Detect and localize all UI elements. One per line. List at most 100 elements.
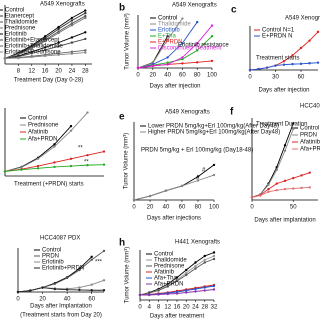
data-point [84, 49, 87, 52]
data-point [53, 161, 56, 164]
x-tick-label: 0 [136, 73, 140, 79]
annotation: Treatment Duration [256, 122, 307, 128]
data-point [84, 37, 87, 41]
data-point [212, 163, 216, 167]
data-point [212, 257, 216, 261]
legend-label: Control [5, 8, 24, 14]
data-point [308, 171, 311, 174]
data-point [102, 289, 106, 292]
chart-title: HCC4087 PDX [300, 104, 320, 110]
data-point [29, 289, 32, 292]
annotation: Treatment (+PRDN) starts [14, 182, 84, 188]
data-point [70, 19, 74, 22]
legend-label: Thalidomide [5, 20, 38, 26]
legend-label: Prednisone [5, 26, 36, 32]
data-point [265, 66, 269, 69]
data-point [20, 166, 23, 169]
x-tick-label: 8 [157, 305, 161, 311]
data-point [57, 27, 60, 31]
data-point [53, 287, 57, 291]
data-point [157, 293, 160, 296]
x-tick-label: 20 [55, 69, 62, 75]
data-point [148, 293, 151, 297]
x-tick-label: 0 [138, 305, 142, 311]
legend-label: PRDN [300, 133, 317, 139]
data-point [53, 145, 56, 148]
data-point [275, 188, 278, 192]
data-point [57, 31, 60, 35]
data-point [316, 61, 320, 64]
data-point [275, 168, 278, 172]
data-point [181, 56, 184, 59]
data-point [175, 279, 179, 283]
data-point [84, 11, 87, 15]
annotation: ** [78, 146, 83, 152]
legend-label: Erlotinib [158, 28, 180, 34]
x-tick-label: 20 [147, 205, 154, 211]
data-point [36, 164, 40, 168]
data-point [69, 124, 73, 128]
data-point [70, 41, 74, 44]
data-point [86, 163, 89, 167]
annotation: Treatment starts [256, 56, 299, 62]
data-point [41, 286, 44, 289]
data-point [181, 17, 184, 20]
data-point [166, 38, 169, 41]
data-point [36, 167, 40, 170]
x-axis-label: Treatment Day (Day 0-28) [14, 78, 83, 84]
data-point [248, 68, 252, 72]
data-point [196, 20, 199, 24]
data-point [308, 186, 311, 189]
x-axis-label: Days after injection [258, 88, 309, 94]
data-point [212, 251, 216, 254]
x-tick-label: 16 [174, 305, 181, 311]
data-point [292, 127, 295, 131]
legend-label: Afa+PRDN [300, 147, 320, 153]
annotation: PRDN 5mg/kg + Erl 100mg/kg (Day18-48) [141, 148, 253, 154]
data-point [203, 286, 206, 289]
data-point [3, 170, 7, 173]
data-point [90, 283, 93, 286]
data-point [164, 189, 168, 192]
x-tick-label: 12 [28, 69, 35, 75]
data-point [250, 196, 254, 199]
data-point [86, 153, 89, 157]
data-point [210, 35, 214, 38]
data-point [90, 289, 93, 292]
legend-label: Control N=1 [262, 28, 295, 34]
data-point [292, 176, 295, 180]
panel-letter: e [119, 112, 125, 123]
legend-label: E+Tha [158, 34, 177, 40]
data-point [43, 54, 47, 58]
series-line [137, 25, 213, 69]
data-point [291, 54, 294, 57]
legend-label: PRDN [42, 254, 59, 260]
x-tick-label: 0 [132, 205, 136, 211]
data-point [300, 174, 303, 177]
data-point [30, 55, 33, 59]
legend-label: Erlotinib+Prednisone [5, 50, 61, 56]
data-point [212, 173, 216, 177]
chart-title: H441 Xenografts [175, 240, 220, 246]
data-point [43, 48, 47, 52]
legend-label: Control [300, 126, 319, 132]
data-point [196, 49, 199, 52]
series-line [17, 287, 104, 293]
data-point [70, 22, 74, 25]
x-tick-label: 60 [298, 75, 305, 81]
data-point [43, 46, 47, 49]
data-point [210, 59, 214, 63]
legend-label: E+PRDN N [262, 34, 293, 40]
data-point [185, 291, 188, 294]
x-tick-label: 24 [192, 305, 199, 311]
data-point [84, 16, 87, 20]
series-line [133, 174, 215, 201]
data-point [203, 261, 206, 264]
x-tick-label: 16 [42, 69, 49, 75]
data-point [57, 45, 60, 48]
annotation: # [196, 176, 200, 182]
legend-label: Erlotinib [5, 32, 27, 38]
data-point [53, 165, 56, 169]
data-point [53, 282, 57, 285]
data-point [212, 254, 216, 258]
